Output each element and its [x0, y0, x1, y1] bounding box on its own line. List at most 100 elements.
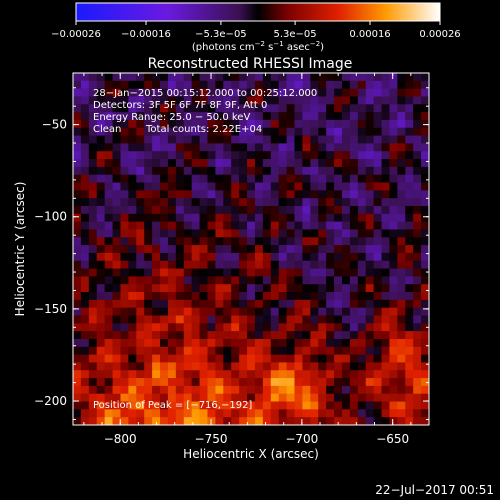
heatmap-pixel: [231, 213, 240, 223]
heatmap-pixel: [318, 409, 327, 418]
heatmap-pixel: [239, 104, 248, 113]
heatmap-pixel: [88, 378, 98, 387]
heatmap-pixel: [365, 143, 375, 152]
heatmap-pixel: [128, 393, 137, 402]
heatmap-pixel: [318, 112, 327, 121]
heatmap-pixel: [334, 205, 343, 215]
heatmap-pixel: [80, 213, 90, 223]
heatmap-pixel: [413, 237, 422, 246]
heatmap-pixel: [231, 378, 240, 387]
heatmap-pixel: [239, 174, 248, 183]
heatmap-pixel: [413, 323, 422, 332]
heatmap-pixel: [80, 112, 90, 121]
heatmap-pixel: [104, 198, 113, 207]
heatmap-pixel: [120, 221, 129, 230]
heatmap-pixel: [80, 393, 90, 402]
heatmap-pixel: [175, 104, 185, 113]
heatmap-pixel: [223, 88, 232, 97]
heatmap-pixel: [191, 323, 200, 332]
heatmap-pixel: [381, 393, 390, 402]
heatmap-pixel: [365, 73, 375, 82]
heatmap-pixel: [175, 417, 185, 426]
heatmap-pixel: [326, 338, 335, 348]
heatmap-pixel: [334, 127, 343, 136]
heatmap-pixel: [302, 331, 311, 340]
heatmap-pixel: [152, 284, 161, 293]
heatmap-pixel: [80, 96, 90, 105]
heatmap-pixel: [128, 174, 137, 183]
heatmap-pixel: [112, 104, 121, 113]
heatmap-pixel: [413, 268, 422, 277]
heatmap-pixel: [262, 205, 272, 215]
heatmap-pixel: [302, 417, 311, 426]
heatmap-pixel: [254, 159, 264, 168]
heatmap-pixel: [175, 378, 185, 387]
heatmap-pixel: [405, 362, 414, 371]
heatmap-pixel: [120, 409, 129, 418]
heatmap-pixel: [334, 417, 343, 426]
heatmap-pixel: [167, 338, 177, 348]
heatmap-pixel: [247, 346, 256, 355]
heatmap-pixel: [160, 119, 169, 129]
heatmap-pixel: [239, 385, 248, 395]
heatmap-pixel: [207, 221, 216, 230]
heatmap-pixel: [144, 221, 153, 230]
heatmap-pixel: [175, 73, 185, 82]
heatmap-pixel: [144, 299, 153, 309]
heatmap-pixel: [421, 338, 430, 348]
heatmap-pixel: [247, 323, 256, 332]
heatmap-pixel: [389, 354, 398, 363]
heatmap-pixel: [207, 385, 216, 395]
heatmap-pixel: [199, 299, 208, 309]
heatmap-pixel: [152, 166, 161, 176]
heatmap-pixel: [365, 135, 375, 144]
heatmap-pixel: [175, 292, 185, 301]
heatmap-pixel: [334, 370, 343, 379]
heatmap-pixel: [421, 409, 430, 418]
heatmap-pixel: [373, 245, 382, 254]
heatmap-pixel: [183, 315, 193, 324]
heatmap-pixel: [286, 151, 295, 160]
heatmap-pixel: [310, 268, 319, 277]
heatmap-pixel: [167, 221, 177, 230]
heatmap-pixel: [80, 260, 90, 269]
heatmap-pixel: [421, 190, 430, 199]
heatmap-pixel: [389, 174, 398, 183]
heatmap-pixel: [215, 417, 224, 426]
heatmap-pixel: [270, 284, 280, 293]
heatmap-pixel: [270, 229, 280, 238]
heatmap-pixel: [334, 307, 343, 316]
heatmap-pixel: [120, 346, 129, 355]
heatmap-pixel: [231, 385, 240, 395]
heatmap-pixel: [349, 401, 359, 410]
heatmap-pixel: [405, 198, 414, 207]
heatmap-pixel: [302, 135, 311, 144]
heatmap-pixel: [128, 112, 137, 121]
heatmap-pixel: [199, 127, 208, 136]
heatmap-pixel: [326, 260, 335, 269]
heatmap-pixel: [357, 174, 367, 183]
heatmap-pixel: [381, 268, 390, 277]
heatmap-pixel: [326, 104, 335, 113]
heatmap-pixel: [175, 331, 185, 340]
heatmap-pixel: [326, 370, 335, 379]
colorbar-tick-label: −0.00016: [121, 29, 171, 40]
heatmap-pixel: [341, 190, 351, 199]
heatmap-pixel: [223, 346, 232, 355]
heatmap-pixel: [152, 135, 161, 144]
heatmap-pixel: [397, 346, 406, 355]
heatmap-pixel: [239, 237, 248, 246]
heatmap-pixel: [365, 393, 375, 402]
heatmap-pixel: [278, 417, 287, 426]
heatmap-pixel: [310, 205, 319, 215]
heatmap-pixel: [334, 284, 343, 293]
heatmap-pixel: [365, 417, 375, 426]
heatmap-pixel: [262, 362, 272, 371]
heatmap-pixel: [136, 127, 145, 136]
heatmap-pixel: [310, 135, 319, 144]
heatmap-pixel: [405, 159, 414, 168]
heatmap-pixel: [278, 409, 287, 418]
heatmap-pixel: [80, 73, 90, 82]
heatmap-pixel: [73, 166, 82, 176]
heatmap-pixel: [326, 127, 335, 136]
